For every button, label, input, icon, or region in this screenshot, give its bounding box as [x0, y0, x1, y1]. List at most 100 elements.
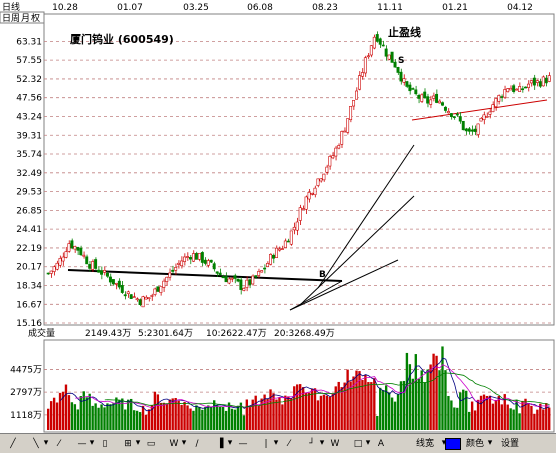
chart-canvas[interactable]: 日线 10.28 01.07 03.25 06.08 08.23 11.11 01.21 04… [0, 0, 556, 433]
price-tick-label: 18.34 [16, 281, 42, 291]
volume-bar [512, 409, 515, 430]
fan-line-3[interactable] [299, 195, 415, 306]
volume-bar [204, 407, 207, 430]
tool-dropdown-icon[interactable]: ▾ [181, 438, 187, 448]
volume-bar [370, 382, 373, 430]
drawing-tool-button[interactable]: ╱ [10, 439, 16, 449]
drawing-tool-button[interactable]: W [330, 439, 340, 449]
color-dropdown-icon[interactable]: ▾ [487, 438, 493, 448]
volume-bar [376, 415, 379, 430]
candle-body [150, 295, 154, 297]
candle-body [458, 116, 462, 122]
volume-bar [500, 404, 503, 430]
volume-bar [426, 369, 429, 430]
candle-body [476, 123, 480, 135]
candle-body [103, 270, 106, 273]
settings-button[interactable]: 设置 [500, 439, 519, 449]
tab-adjust[interactable]: 权 [31, 12, 40, 24]
volume-bar [130, 398, 133, 430]
candle-body [227, 278, 231, 284]
tab-day[interactable]: 日 [2, 13, 11, 24]
color-swatch[interactable] [445, 438, 461, 450]
volume-ma-lines [60, 357, 550, 412]
tool-dropdown-icon[interactable]: ▾ [365, 438, 371, 448]
volume-bar [109, 404, 112, 430]
candle-body [61, 256, 65, 262]
price-tick-label: 29.53 [16, 188, 42, 198]
candle-body [283, 240, 287, 248]
drawing-tool-button[interactable]: ⊞ [124, 439, 132, 449]
period-tabs[interactable]: 日 周 月 权 [0, 11, 45, 24]
volume-bar [192, 410, 195, 430]
volume-tick-label: 2797万 [10, 388, 42, 398]
volume-bar [287, 396, 290, 430]
volume-bar [189, 408, 192, 430]
line-width-button[interactable]: 线宽 [415, 439, 434, 449]
fan-line-4[interactable] [317, 144, 415, 289]
volume-panel-frame [43, 339, 555, 433]
candle-body [153, 288, 157, 295]
volume-bar [476, 399, 480, 430]
price-panel-frame [43, 13, 555, 326]
fan-line-2[interactable] [289, 259, 399, 311]
drawing-tool-button[interactable]: — [77, 439, 87, 449]
volume-info-bg [0, 326, 556, 339]
candle-body [369, 45, 373, 56]
drawing-tool-button[interactable]: ⁄ [58, 439, 60, 449]
candle-body [393, 61, 397, 68]
drawing-tool-button[interactable]: ▯ [102, 439, 108, 449]
candle-body [482, 114, 486, 120]
date-label: 01.07 [117, 3, 143, 13]
volume-bars [47, 346, 551, 430]
drawing-tool-button[interactable]: ╲ [33, 439, 39, 449]
tab-month[interactable]: 月 [21, 13, 30, 24]
line-width-dropdown-icon[interactable]: ▾ [441, 438, 447, 448]
tool-dropdown-icon[interactable]: ▾ [89, 438, 95, 448]
candle-body [174, 267, 178, 271]
volume-bar [293, 386, 296, 430]
color-button[interactable]: 颜色 [465, 439, 484, 449]
fan-line-1[interactable] [289, 280, 343, 311]
tool-dropdown-icon[interactable]: ▾ [273, 438, 279, 448]
drawing-tool-button[interactable]: ▐ [216, 439, 224, 449]
drawing-tool-button[interactable]: | [264, 439, 268, 449]
volume-bar [290, 398, 293, 430]
date-label: 08.23 [312, 3, 338, 13]
support-line[interactable] [67, 269, 343, 282]
trend-lines[interactable] [67, 99, 548, 311]
candle-body [254, 275, 258, 278]
price-tick-label: 39.31 [16, 131, 42, 141]
candle-body [497, 95, 501, 102]
candle-body [272, 254, 275, 259]
drawing-tool-button[interactable]: — [238, 439, 248, 449]
volume-bar [97, 407, 100, 430]
price-tick-label: 20.17 [16, 263, 42, 273]
tool-dropdown-icon[interactable]: ▾ [319, 438, 325, 448]
drawing-tool-button[interactable]: A [377, 439, 385, 449]
volume-bar [521, 400, 524, 430]
candle-body [452, 116, 456, 118]
volume-bar [156, 394, 160, 430]
candle-body [337, 145, 341, 149]
tool-dropdown-icon[interactable]: ▾ [135, 438, 141, 448]
volume-bar [162, 402, 165, 430]
volume-bar [227, 402, 231, 430]
drawing-tool-button[interactable]: □ [353, 439, 363, 449]
volume-bar [367, 382, 370, 430]
volume-bar [67, 395, 71, 430]
drawing-tool-button[interactable]: ┘ [309, 439, 315, 449]
volume-bar [55, 402, 59, 430]
candle-body [286, 240, 290, 243]
tool-dropdown-icon[interactable]: ▾ [43, 438, 49, 448]
volume-bar [100, 404, 103, 430]
tool-dropdown-icon[interactable]: ▾ [227, 438, 233, 448]
resistance-line[interactable] [411, 99, 548, 121]
period-label[interactable]: 日线 [2, 1, 20, 13]
drawing-tool-button[interactable]: ⁄ [288, 439, 290, 449]
drawing-tool-button[interactable]: W [169, 439, 179, 449]
candle-body [239, 279, 243, 290]
drawing-tool-button[interactable]: ∕ [195, 439, 199, 449]
volume-bar [536, 409, 539, 430]
tab-week[interactable]: 周 [11, 13, 20, 24]
drawing-tool-button[interactable]: ▭ [146, 439, 156, 449]
